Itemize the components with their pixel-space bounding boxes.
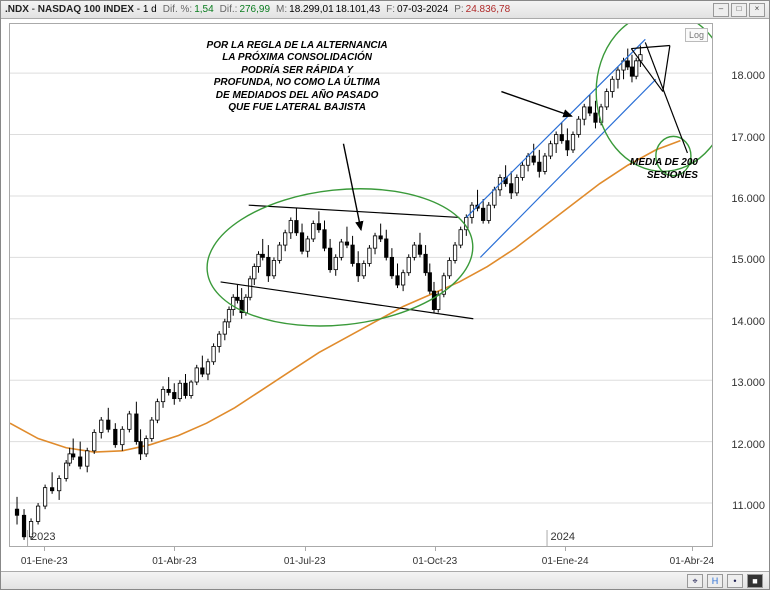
annotation-ma200: MEDIA DE 200SESIONES	[630, 157, 698, 182]
close-button[interactable]: ×	[749, 3, 765, 17]
statusbar: ⌖ H • ■	[1, 571, 769, 589]
y-tick: 17.000	[731, 132, 765, 144]
crosshair-icon[interactable]: ⌖	[687, 574, 703, 588]
m-val: 18.299,01	[289, 4, 334, 15]
p-label: P:	[454, 4, 463, 15]
x-tick: 01-Ene-23	[21, 556, 68, 567]
p-val: 24.836,78	[466, 4, 511, 15]
x-tick: 01-Jul-23	[284, 556, 326, 567]
x-tick: 01-Oct-23	[413, 556, 457, 567]
diffpct-label: Dif. %:	[163, 4, 192, 15]
y-axis: 11.000 12.000 13.000 14.000 15.000 16.000 17.0…	[713, 23, 769, 547]
plot[interactable]: Log POR LA REGLA DE LA ALTERNANCIALA PRÓ…	[9, 23, 713, 547]
f-label: F:	[386, 4, 395, 15]
indicator-icon[interactable]: •	[727, 574, 743, 588]
chart-window: .NDX - NASDAQ 100 INDEX - 1 d Dif. %: 1,…	[0, 0, 770, 590]
x-tick: 01-Abr-24	[670, 556, 714, 567]
ticker-sep: -	[29, 4, 38, 15]
maximize-button[interactable]: □	[731, 3, 747, 17]
ticker-name: NASDAQ 100 INDEX	[38, 4, 134, 15]
log-badge[interactable]: Log	[685, 28, 708, 42]
y-tick: 13.000	[731, 377, 765, 389]
y-tick: 16.000	[731, 193, 765, 205]
y-tick: 15.000	[731, 254, 765, 266]
low-val: 18.101,43	[336, 4, 381, 15]
m-label: M:	[276, 4, 287, 15]
diff-val: 276,99	[239, 4, 270, 15]
titlebar: .NDX - NASDAQ 100 INDEX - 1 d Dif. %: 1,…	[1, 1, 769, 19]
minimize-button[interactable]: –	[713, 3, 729, 17]
sep1: -	[134, 4, 143, 15]
x-axis: 01-Ene-23 01-Abr-23 01-Jul-23 01-Oct-23 01-E…	[9, 547, 713, 571]
chart-area: Log POR LA REGLA DE LA ALTERNANCIALA PRÓ…	[1, 19, 769, 571]
annotation-main: POR LA REGLA DE LA ALTERNANCIALA PRÓXIMA…	[207, 40, 388, 115]
link-icon[interactable]: H	[707, 574, 723, 588]
interval: 1 d	[143, 4, 157, 15]
y-tick: 11.000	[732, 500, 765, 512]
x-tick: 01-Abr-23	[152, 556, 196, 567]
year-label: 2023	[31, 531, 55, 543]
ticker-symbol: .NDX	[5, 4, 29, 15]
year-label: 2024	[551, 531, 575, 543]
y-tick: 14.000	[731, 316, 765, 328]
y-tick: 12.000	[731, 439, 765, 451]
diff-label: Dif.:	[220, 4, 238, 15]
y-tick: 18.000	[731, 70, 765, 82]
diffpct-val: 1,54	[194, 4, 213, 15]
x-tick: 01-Ene-24	[542, 556, 589, 567]
date-val: 07-03-2024	[397, 4, 448, 15]
theme-icon[interactable]: ■	[747, 574, 763, 588]
